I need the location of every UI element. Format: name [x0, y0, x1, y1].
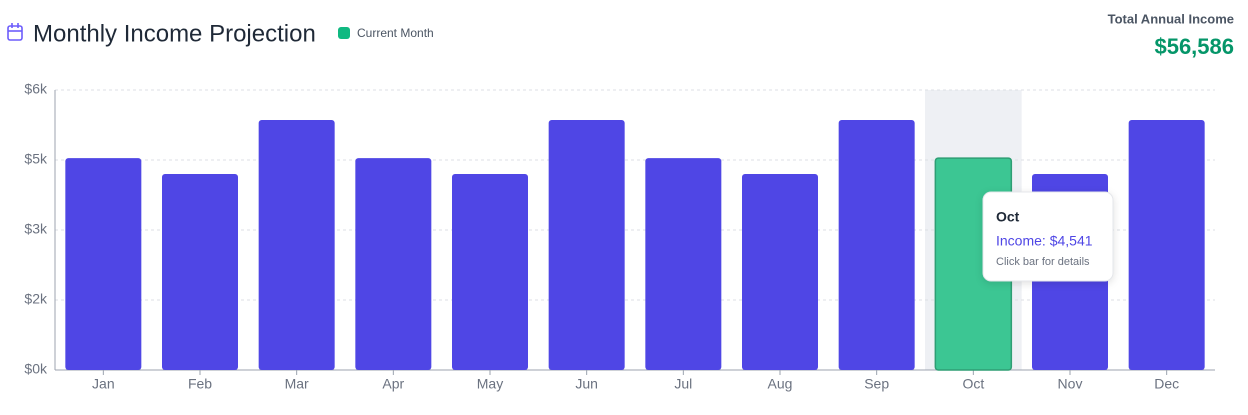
legend-label: Current Month: [357, 26, 434, 40]
tooltip-title: Oct: [996, 209, 1020, 225]
bar[interactable]: [1128, 120, 1205, 370]
total-label: Total Annual Income: [1108, 11, 1234, 26]
bar[interactable]: [838, 120, 915, 370]
bar[interactable]: [65, 158, 142, 370]
x-tick-label: Apr: [382, 376, 404, 392]
y-tick-label: $0k: [24, 361, 48, 377]
tooltip-box: [982, 191, 1114, 282]
tooltip-value: Income: $4,541: [996, 233, 1093, 249]
bar[interactable]: [162, 174, 238, 370]
bar[interactable]: [258, 120, 335, 370]
x-tick-label: Jun: [575, 376, 598, 392]
tooltip-note: Click bar for details: [996, 256, 1090, 268]
x-tick-label: Dec: [1154, 376, 1179, 392]
tooltip: Oct Income: $4,541 Click bar for details: [982, 191, 1114, 282]
bar[interactable]: [742, 174, 818, 370]
x-tick-label: May: [477, 376, 503, 392]
x-tick-label: Jul: [674, 376, 692, 392]
x-tick-label: Oct: [962, 376, 984, 392]
calendar-icon: [7, 23, 23, 41]
bar[interactable]: [452, 174, 528, 370]
total-value: $56,586: [1154, 34, 1234, 59]
x-tick-label: Aug: [768, 376, 793, 392]
x-tick-label: Sep: [864, 376, 889, 392]
x-tick-label: Mar: [285, 376, 309, 392]
title: Monthly Income Projection: [33, 20, 316, 47]
bar[interactable]: [355, 158, 432, 370]
x-tick-label: Feb: [188, 376, 212, 392]
bar[interactable]: [645, 158, 722, 370]
y-tick-label: $3k: [24, 221, 48, 237]
legend-swatch: [338, 27, 350, 39]
y-tick-label: $5k: [24, 151, 48, 167]
y-tick-label: $2k: [24, 291, 48, 307]
bar[interactable]: [548, 120, 625, 370]
y-tick-label: $6k: [24, 81, 48, 97]
x-tick-label: Jan: [92, 376, 115, 392]
x-tick-label: Nov: [1058, 376, 1083, 392]
